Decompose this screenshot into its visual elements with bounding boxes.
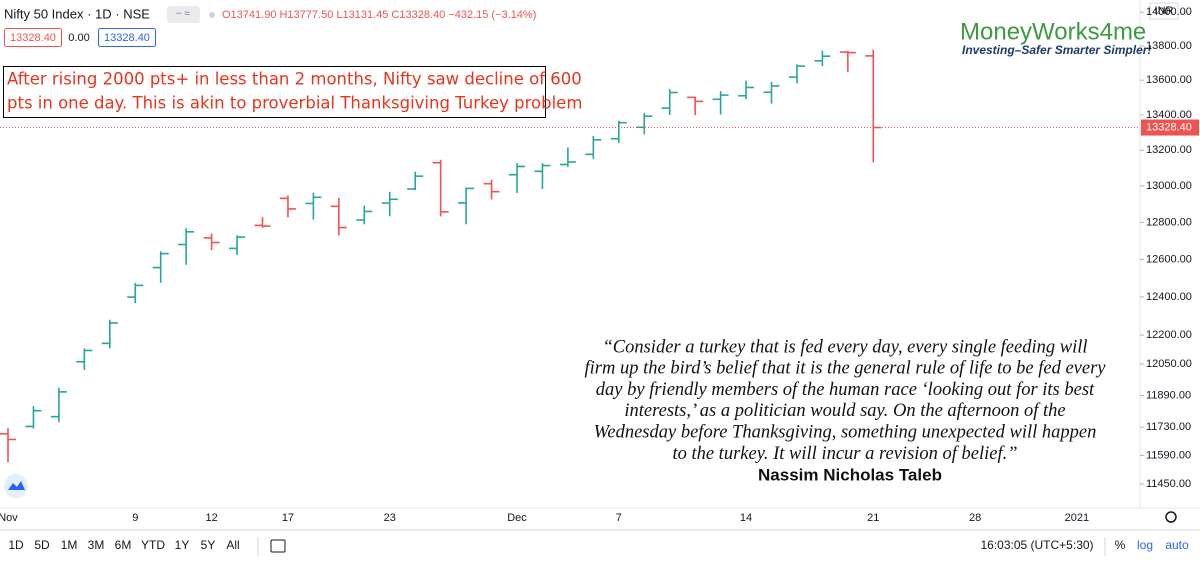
quote-line: to the turkey. It will incur a revision … bbox=[672, 444, 1017, 464]
annotation-box bbox=[3, 66, 546, 118]
x-tick-label: 12 bbox=[205, 512, 217, 524]
buy-box[interactable] bbox=[98, 28, 156, 47]
y-tick-label: 13200.00 bbox=[1146, 144, 1192, 156]
x-tick-label: 23 bbox=[384, 512, 396, 524]
y-tick-label: 12600.00 bbox=[1146, 253, 1192, 265]
x-tick-label: Nov bbox=[0, 512, 18, 524]
y-tick-label: 11450.00 bbox=[1146, 478, 1191, 490]
y-tick-label: 12800.00 bbox=[1146, 216, 1192, 228]
x-tick-label: 28 bbox=[969, 512, 981, 524]
logo-tagline: Investing–Safer Smarter Simpler! bbox=[962, 43, 1151, 57]
range-button[interactable]: 1M bbox=[61, 538, 78, 552]
annotation-line: After rising 2000 pts+ in less than 2 mo… bbox=[7, 70, 582, 89]
range-button[interactable]: All bbox=[226, 538, 239, 552]
x-tick-label: 9 bbox=[132, 512, 138, 524]
collapse-button[interactable] bbox=[167, 6, 200, 23]
y-tick-label: 13600.00 bbox=[1146, 74, 1192, 86]
quote-author: Nassim Nicholas Taleb bbox=[758, 465, 942, 484]
y-tick-label: 11590.00 bbox=[1146, 449, 1191, 461]
range-button[interactable]: 1D bbox=[8, 538, 24, 552]
date-range-icon[interactable] bbox=[270, 539, 286, 553]
range-button[interactable]: 3M bbox=[88, 538, 105, 552]
range-button[interactable]: 5Y bbox=[201, 538, 216, 552]
log-toggle[interactable]: log bbox=[1137, 538, 1153, 552]
y-tick-label: 12400.00 bbox=[1146, 291, 1192, 303]
y-tick-label: 13400.00 bbox=[1146, 109, 1192, 121]
plot bbox=[0, 49, 1140, 463]
percent-toggle[interactable]: % bbox=[1115, 538, 1126, 552]
ohlc-legend: O13741.90 H13777.50 L13131.45 C13328.40 … bbox=[222, 9, 536, 21]
range-button[interactable]: 5D bbox=[34, 538, 50, 552]
annotation-line: pts in one day. This is akin to proverbi… bbox=[7, 94, 582, 113]
x-tick-label: 17 bbox=[282, 512, 294, 524]
quote-line: Wednesday before Thanksgiving, something… bbox=[594, 422, 1097, 442]
quote-line: “Consider a turkey that is fed every day… bbox=[602, 337, 1087, 357]
status-dot bbox=[209, 12, 215, 18]
buy-price: 13328.40 bbox=[104, 32, 150, 44]
collapse-icon: − ≈ bbox=[176, 9, 191, 20]
x-tick-label: 7 bbox=[616, 512, 622, 524]
y-tick-label: 12050.00 bbox=[1146, 358, 1192, 370]
auto-toggle[interactable]: auto bbox=[1165, 538, 1189, 552]
x-tick-label: 14 bbox=[740, 512, 752, 524]
range-button[interactable]: 6M bbox=[115, 538, 132, 552]
x-tick-label: Dec bbox=[507, 512, 527, 524]
y-tick-label: 11890.00 bbox=[1146, 389, 1191, 401]
sell-box[interactable] bbox=[4, 28, 62, 47]
y-tick-label: 11730.00 bbox=[1146, 421, 1191, 433]
quote-line: firm up the bird’s belief that it is the… bbox=[585, 359, 1107, 379]
y-tick-label: 12200.00 bbox=[1146, 329, 1192, 341]
settings-icon[interactable] bbox=[1165, 511, 1177, 523]
y-tick-label: 13000.00 bbox=[1146, 180, 1192, 192]
quote-line: day by friendly members of the human rac… bbox=[596, 380, 1095, 400]
clock: 16:03:05 (UTC+5:30) bbox=[980, 538, 1093, 552]
y-tick-label: 13800.00 bbox=[1146, 40, 1192, 52]
logo-name: MoneyWorks4me bbox=[960, 18, 1146, 45]
range-button[interactable]: YTD bbox=[141, 538, 165, 552]
symbol: Nifty 50 Index · 1D · NSE bbox=[4, 6, 150, 21]
x-tick-label: 21 bbox=[867, 512, 879, 524]
currency: INR bbox=[1155, 5, 1174, 17]
x-tick-label: 2021 bbox=[1065, 512, 1089, 524]
quote-line: interests,’ as a politician would say. O… bbox=[624, 401, 1065, 421]
y-tick-label: 14000.00 bbox=[1146, 6, 1192, 18]
sell-price: 13328.40 bbox=[10, 32, 56, 44]
range-button[interactable]: 1Y bbox=[175, 538, 190, 552]
tv-logo-mark bbox=[8, 481, 25, 490]
last-price-label: 13328.40 bbox=[1146, 121, 1192, 133]
toolbar: 1D 5D 1M 3M 6M YTD 1Y 5Y All bbox=[8, 538, 239, 552]
quote: “Consider a turkey that is fed every day… bbox=[585, 337, 1107, 464]
last-price-tag bbox=[1141, 119, 1199, 136]
spread: 0.00 bbox=[68, 32, 89, 44]
currency-box[interactable] bbox=[1149, 2, 1179, 20]
